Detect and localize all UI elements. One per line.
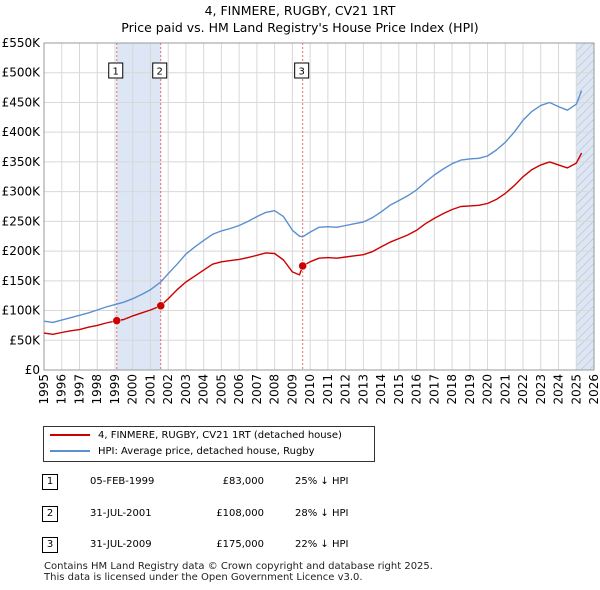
future-hatch-region	[576, 43, 594, 370]
x-tick-label: 1996	[55, 374, 69, 405]
transaction-price: £83,000	[222, 476, 264, 487]
x-tick-label: 2020	[481, 374, 495, 405]
x-tick-label: 1998	[90, 374, 104, 405]
x-tick-label: 1999	[108, 374, 122, 405]
x-tick-label: 2001	[143, 374, 157, 405]
transaction-price: £108,000	[216, 508, 264, 519]
transaction-hpi-diff: 22% ↓ HPI	[295, 539, 349, 550]
y-tick-label: £500K	[2, 66, 42, 80]
x-tick-label: 1997	[72, 374, 86, 405]
y-tick-label: £350K	[2, 155, 42, 169]
x-tick-label: 2019	[463, 374, 477, 405]
transaction-row: 2 31-JUL-2001 £108,000 28% ↓ HPI	[42, 505, 442, 523]
x-tick-label: 2021	[498, 374, 512, 405]
transaction-price: £175,000	[216, 539, 264, 550]
price-paid-line	[43, 152, 583, 335]
x-tick-label: 2011	[321, 374, 335, 405]
x-tick-label: 2023	[534, 374, 548, 405]
transaction-date: 31-JUL-2009	[90, 539, 152, 550]
legend-entry-price-paid: 4, FINMERE, RUGBY, CV21 1RT (detached ho…	[50, 429, 342, 443]
sale-label-number: 3	[298, 67, 304, 78]
x-tick-label: 2009	[285, 374, 299, 405]
x-tick-label: 2012	[339, 374, 353, 405]
x-tick-label: 2003	[179, 374, 193, 405]
transaction-hpi-diff: 28% ↓ HPI	[295, 508, 349, 519]
legend-swatch-price-paid	[50, 434, 90, 436]
y-tick-label: £50K	[9, 333, 41, 347]
x-tick-label: 2008	[268, 374, 282, 405]
y-tick-label: £400K	[2, 125, 42, 139]
y-tick-label: £550K	[2, 36, 42, 50]
y-tick-label: £250K	[2, 214, 42, 228]
x-tick-label: 2006	[232, 374, 246, 405]
x-tick-label: 2013	[356, 374, 370, 405]
title-line-2: Price paid vs. HM Land Registry's House …	[121, 20, 479, 35]
shaded-range	[116, 43, 161, 370]
legend-label-price-paid: 4, FINMERE, RUGBY, CV21 1RT (detached ho…	[98, 430, 342, 441]
y-tick-label: £200K	[2, 244, 42, 258]
chart-legend: 4, FINMERE, RUGBY, CV21 1RT (detached ho…	[43, 426, 375, 462]
sale-label-number: 2	[157, 67, 163, 78]
y-tick-label: £150K	[2, 274, 42, 288]
x-tick-label: 1995	[37, 374, 51, 405]
legend-entry-hpi: HPI: Average price, detached house, Rugb…	[50, 445, 315, 459]
sale-label-number: 1	[113, 67, 119, 78]
sale-point	[112, 316, 121, 325]
title-line-1: 4, FINMERE, RUGBY, CV21 1RT	[204, 3, 396, 18]
x-tick-label: 2022	[516, 374, 530, 405]
x-tick-label: 2002	[161, 374, 175, 405]
y-tick-label: £300K	[2, 185, 42, 199]
plot-frame	[43, 42, 595, 371]
footer-line-1: Contains HM Land Registry data © Crown c…	[44, 561, 433, 572]
legend-label-hpi: HPI: Average price, detached house, Rugb…	[98, 446, 315, 457]
sale-label-box	[108, 62, 124, 79]
transaction-date: 05-FEB-1999	[90, 476, 155, 487]
x-tick-label: 2007	[250, 374, 264, 405]
x-tick-label: 2024	[552, 374, 566, 405]
x-tick-label: 2017	[427, 374, 441, 405]
sale-point	[156, 301, 165, 311]
y-tick-label: £450K	[2, 95, 42, 109]
footer-attribution: Contains HM Land Registry data © Crown c…	[44, 561, 433, 583]
x-tick-label: 2014	[374, 374, 388, 405]
transaction-number-badge: 2	[42, 506, 58, 522]
transaction-row: 3 31-JUL-2009 £175,000 22% ↓ HPI	[42, 536, 442, 554]
sale-point	[298, 261, 307, 271]
sale-label-box	[294, 62, 310, 79]
chart-title: 4, FINMERE, RUGBY, CV21 1RT Price paid v…	[0, 2, 600, 36]
x-tick-label: 2025	[569, 374, 583, 405]
transaction-row: 1 05-FEB-1999 £83,000 25% ↓ HPI	[42, 473, 442, 491]
y-tick-label: £0	[25, 363, 40, 377]
transaction-hpi-diff: 25% ↓ HPI	[295, 476, 349, 487]
transaction-number-badge: 1	[42, 474, 58, 490]
footer-line-2: This data is licensed under the Open Gov…	[44, 572, 363, 583]
x-tick-label: 2005	[214, 374, 228, 405]
x-tick-label: 2016	[410, 374, 424, 405]
x-tick-label: 2010	[303, 374, 317, 405]
x-tick-label: 2004	[197, 374, 211, 405]
price-chart: £0 £50K £100K £150K £200K £250K £300K £350K £400…	[2, 36, 600, 405]
x-tick-label: 2000	[126, 374, 140, 405]
transaction-number-badge: 3	[42, 537, 58, 553]
x-tick-label: 2026	[587, 374, 600, 405]
sale-label-box	[152, 62, 168, 79]
legend-swatch-hpi	[50, 450, 90, 452]
x-tick-label: 2018	[445, 374, 459, 405]
hpi-line	[43, 90, 583, 324]
x-tick-label: 2015	[392, 374, 406, 405]
y-tick-label: £100K	[2, 304, 42, 318]
transaction-date: 31-JUL-2001	[90, 508, 152, 519]
